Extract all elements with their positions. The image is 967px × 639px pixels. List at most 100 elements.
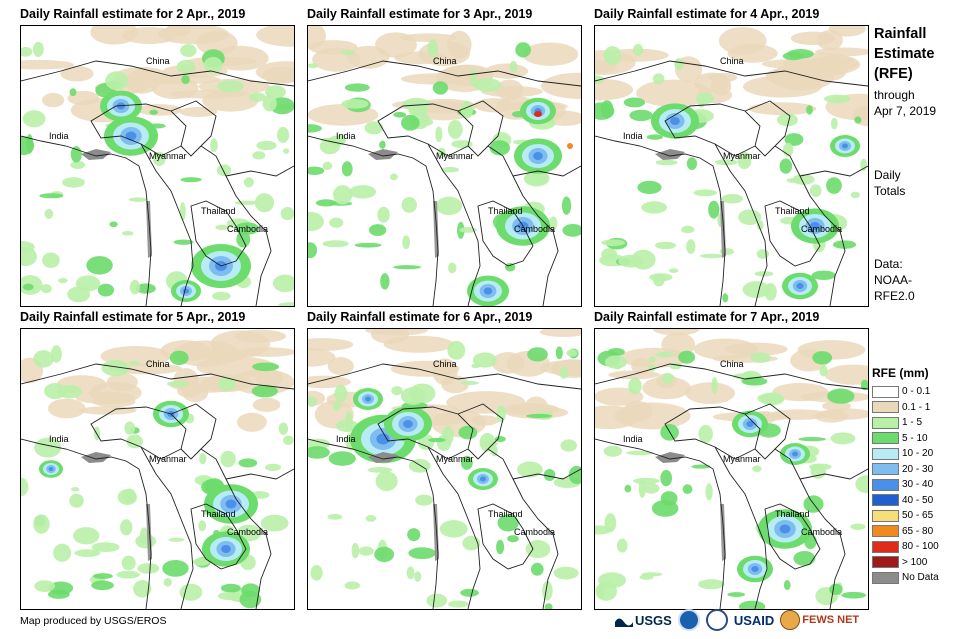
legend-label: No Data: [902, 572, 939, 584]
label-india: India: [336, 434, 356, 444]
panel-apr-4: Daily Rainfall estimate for 4 Apr., 2019…: [594, 7, 871, 307]
panel-apr-6: Daily Rainfall estimate for 6 Apr., 2019…: [307, 310, 584, 610]
legend-item: > 100: [872, 555, 939, 571]
label-china: China: [146, 56, 170, 66]
legend-item: 65 - 80: [872, 524, 939, 540]
legend-swatch: [872, 416, 899, 429]
label-myanmar: Myanmar: [149, 151, 187, 161]
panel-apr-5: Daily Rainfall estimate for 5 Apr., 2019…: [20, 310, 297, 610]
panel-title: Daily Rainfall estimate for 6 Apr., 2019: [307, 310, 533, 324]
label-india: India: [49, 131, 69, 141]
label-myanmar: Myanmar: [723, 151, 761, 161]
label-china: China: [433, 359, 457, 369]
legend-label: 0 - 0.1: [902, 386, 931, 398]
legend-label: 80 - 100: [902, 541, 939, 553]
data-source: Data: NOAA- RFE2.0: [874, 256, 915, 304]
sidebar-title: Rainfall Estimate (RFE): [874, 24, 934, 84]
noaa-logo-icon: [677, 609, 700, 631]
legend-title: RFE (mm): [872, 366, 929, 380]
legend-item: 50 - 65: [872, 508, 939, 524]
legend-swatch: [872, 540, 899, 553]
legend-item: 0.1 - 1: [872, 400, 939, 416]
source-line: RFE2.0: [874, 289, 915, 303]
panel-apr-3: Daily Rainfall estimate for 3 Apr., 2019…: [307, 7, 584, 307]
panel-title: Daily Rainfall estimate for 2 Apr., 2019: [20, 7, 246, 21]
rainfall-map: China India Myanmar Thailand Cambodia: [307, 328, 582, 610]
label-myanmar: Myanmar: [436, 151, 474, 161]
usgs-text: USGS: [635, 612, 672, 628]
label-china: China: [146, 359, 170, 369]
date-label: Apr 7, 2019: [874, 104, 937, 118]
label-thailand: Thailand: [775, 206, 810, 216]
legend-item: 0 - 0.1: [872, 384, 939, 400]
label-thailand: Thailand: [201, 509, 236, 519]
fewsnet-logo: FEWS NET: [780, 610, 859, 630]
label-china: China: [720, 56, 744, 66]
panel-title: Daily Rainfall estimate for 4 Apr., 2019: [594, 7, 820, 21]
label-cambodia: Cambodia: [801, 224, 843, 234]
legend-item: 40 - 50: [872, 493, 939, 509]
legend-item: 5 - 10: [872, 431, 939, 447]
source-line: NOAA-: [874, 273, 913, 287]
title-line: (RFE): [874, 66, 913, 82]
agency-logos: USGS USAID FEWS NET: [615, 605, 859, 635]
label-thailand: Thailand: [488, 206, 523, 216]
legend-swatch: [872, 463, 899, 476]
rainfall-map: China India Myanmar Thailand Cambodia: [20, 25, 295, 307]
legend-label: 0.1 - 1: [902, 401, 931, 413]
legend-label: 20 - 30: [902, 463, 934, 475]
label-cambodia: Cambodia: [514, 527, 556, 537]
legend-label: 40 - 50: [902, 494, 934, 506]
legend-swatch: [872, 478, 899, 491]
label-china: China: [433, 56, 457, 66]
through-label: through: [874, 88, 915, 102]
panel-title: Daily Rainfall estimate for 3 Apr., 2019: [307, 7, 533, 21]
legend: RFE (mm) 0 - 0.1 0.1 - 1 1 - 5 5 - 10 10 - 2…: [872, 366, 939, 586]
legend-rows: 0 - 0.1 0.1 - 1 1 - 5 5 - 10 10 - 20 20 - 30 3…: [872, 384, 939, 586]
usaid-logo: USAID: [734, 613, 774, 628]
dhs-seal-icon: [705, 609, 728, 631]
title-line: Rainfall: [874, 26, 927, 42]
label-cambodia: Cambodia: [227, 527, 269, 537]
data-label: Data:: [874, 257, 903, 271]
label-india: India: [49, 434, 69, 444]
label-india: India: [336, 131, 356, 141]
usaid-text: USAID: [733, 612, 775, 628]
rainfall-map: China India Myanmar Thailand Cambodia: [20, 328, 295, 610]
legend-swatch: [872, 447, 899, 460]
daily-totals: Daily Totals: [874, 167, 905, 199]
label-thailand: Thailand: [488, 509, 523, 519]
legend-label: 65 - 80: [902, 525, 934, 537]
legend-item: 10 - 20: [872, 446, 939, 462]
panel-apr-2: Daily Rainfall estimate for 2 Apr., 2019…: [20, 7, 297, 307]
legend-swatch: [872, 556, 899, 569]
label-thailand: Thailand: [201, 206, 236, 216]
fewsnet-globe-icon: [780, 610, 801, 630]
fewsnet-text: FEWS NET: [802, 614, 860, 626]
rainfall-map: China India Myanmar Thailand Cambodia: [307, 25, 582, 307]
label-cambodia: Cambodia: [227, 224, 269, 234]
label-myanmar: Myanmar: [723, 454, 761, 464]
legend-swatch: [872, 432, 899, 445]
through-date: through Apr 7, 2019: [874, 87, 936, 119]
map-credit: Map produced by USGS/EROS: [20, 615, 167, 627]
label-india: India: [623, 434, 643, 444]
panel-title: Daily Rainfall estimate for 5 Apr., 2019: [20, 310, 246, 324]
label-myanmar: Myanmar: [149, 454, 187, 464]
label-thailand: Thailand: [775, 509, 810, 519]
legend-swatch: [872, 494, 899, 507]
panel-apr-7: Daily Rainfall estimate for 7 Apr., 2019…: [594, 310, 871, 610]
legend-item: 80 - 100: [872, 539, 939, 555]
legend-item: 20 - 30: [872, 462, 939, 478]
rainfall-map: China India Myanmar Thailand Cambodia: [594, 328, 869, 610]
totals-label: Totals: [874, 184, 906, 198]
label-china: China: [720, 359, 744, 369]
usgs-logo: USGS: [615, 613, 672, 628]
usgs-wave-icon: [615, 618, 633, 627]
legend-swatch: [872, 401, 899, 414]
label-cambodia: Cambodia: [801, 527, 843, 537]
legend-item: 1 - 5: [872, 415, 939, 431]
legend-swatch: [872, 509, 899, 522]
legend-item: No Data: [872, 570, 939, 586]
label-myanmar: Myanmar: [436, 454, 474, 464]
